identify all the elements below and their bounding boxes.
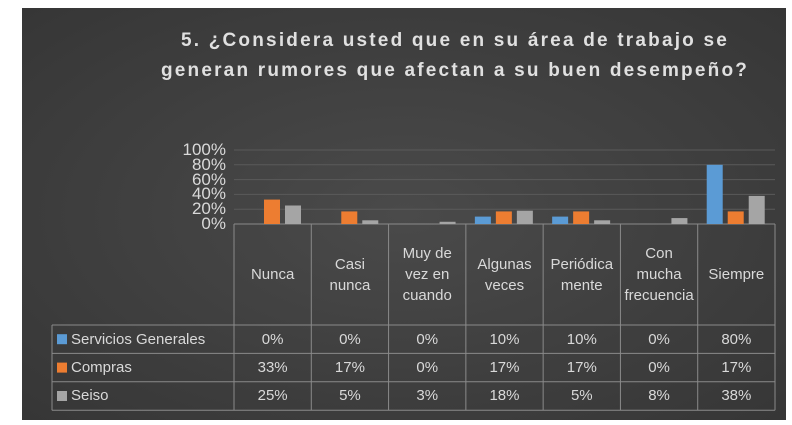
bar bbox=[285, 205, 301, 224]
legend-swatch bbox=[57, 362, 67, 373]
table-value: 38% bbox=[721, 387, 752, 405]
table-value: 0% bbox=[416, 359, 439, 377]
category-label: Periódicamente bbox=[550, 255, 614, 294]
bar bbox=[706, 164, 723, 224]
bar bbox=[573, 211, 590, 224]
legend-label: Servicios Generales bbox=[71, 330, 206, 348]
table-value: 10% bbox=[489, 330, 520, 348]
bar bbox=[439, 221, 456, 224]
bar bbox=[671, 218, 688, 224]
bar bbox=[727, 211, 744, 224]
legend-swatch bbox=[57, 391, 67, 401]
table-value: 0% bbox=[648, 359, 670, 377]
category-label: Algunas veces bbox=[477, 255, 532, 294]
category-label: Casi nunca bbox=[329, 255, 371, 294]
table-value: 17% bbox=[489, 359, 520, 377]
table-value: 10% bbox=[566, 330, 597, 348]
y-tick-label: 40% bbox=[191, 184, 226, 204]
bar bbox=[362, 220, 379, 224]
bar bbox=[748, 195, 765, 224]
y-tick-label: 60% bbox=[191, 169, 226, 189]
y-tick-label: 100% bbox=[182, 140, 226, 159]
bar bbox=[341, 211, 358, 224]
table-value: 3% bbox=[416, 387, 439, 405]
chart-title: 5. ¿Considera usted que en su área de tr… bbox=[160, 30, 750, 81]
table-value: 0% bbox=[339, 330, 361, 348]
table-value: 17% bbox=[566, 359, 597, 377]
category-label: Con mucha frecuencia bbox=[624, 245, 694, 304]
legend-label: Compras bbox=[71, 359, 132, 377]
table-value: 0% bbox=[648, 330, 670, 348]
bar bbox=[495, 211, 512, 224]
table-value: 18% bbox=[489, 387, 520, 405]
y-tick-label: 20% bbox=[191, 199, 226, 219]
legend-label: Seiso bbox=[71, 387, 109, 405]
table-value: 17% bbox=[334, 359, 365, 377]
bar bbox=[264, 199, 280, 224]
table-value: 0% bbox=[416, 330, 439, 348]
legend-swatch bbox=[57, 334, 67, 345]
y-tick-label: 0% bbox=[201, 214, 226, 233]
category-label: Siempre bbox=[708, 266, 765, 283]
table-value: 17% bbox=[721, 359, 752, 377]
table-value: 0% bbox=[261, 330, 284, 348]
bar bbox=[552, 216, 569, 224]
bar bbox=[474, 216, 491, 224]
bar bbox=[516, 210, 533, 224]
bar bbox=[594, 220, 611, 224]
table-value: 5% bbox=[570, 387, 593, 405]
y-tick-label: 80% bbox=[191, 154, 226, 174]
table-value: 80% bbox=[721, 330, 752, 348]
table-value: 5% bbox=[339, 387, 361, 405]
chart-area bbox=[22, 8, 786, 420]
table-value: 33% bbox=[257, 359, 288, 377]
category-label: Muy de vez en cuando bbox=[402, 245, 452, 304]
table-value: 25% bbox=[257, 387, 288, 405]
category-label: Nunca bbox=[250, 266, 295, 283]
table-value: 8% bbox=[648, 387, 670, 405]
